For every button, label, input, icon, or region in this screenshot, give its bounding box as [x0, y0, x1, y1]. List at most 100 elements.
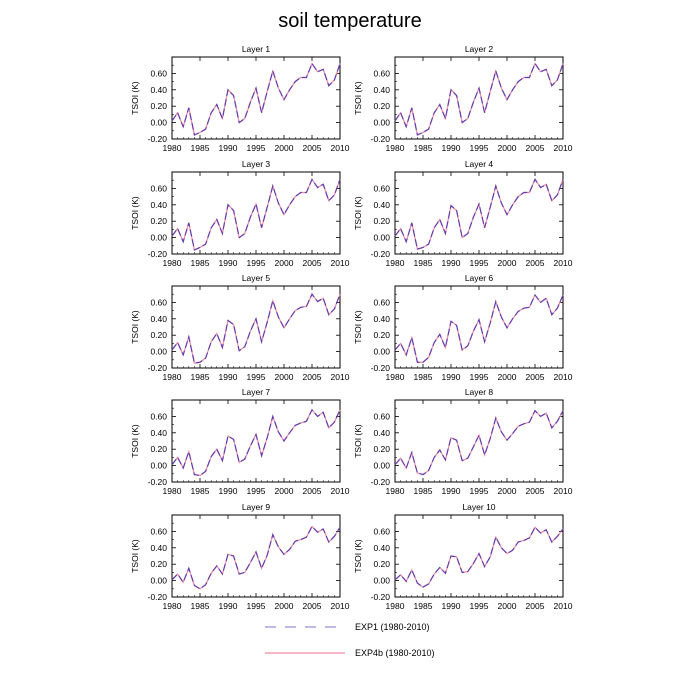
- panel-10-xtick-label: 1980: [386, 601, 405, 611]
- panel-4-title: Layer 4: [465, 159, 494, 169]
- panel-8-xtick-label: 2000: [498, 486, 517, 496]
- panel-2-xtick-label: 2000: [498, 143, 517, 153]
- panel-8-series-exp1: [394, 409, 564, 476]
- panel-1-xtick-label: 2005: [303, 143, 322, 153]
- panel-2: Layer 2 -0.20 0.00 0.20 0.40 0.60 1980 1985 1990…: [353, 44, 573, 153]
- panel-4-xtick-label: 1980: [386, 258, 405, 268]
- panel-3-xtick-label: 1990: [219, 258, 238, 268]
- panel-3-ytick-label: 0.20: [150, 216, 167, 226]
- panel-6-xtick-label: 1980: [386, 372, 405, 382]
- panel-10: Layer 10 -0.20 0.00 0.20 0.40 0.60 1980 1985 199…: [353, 502, 573, 611]
- panel-1-title: Layer 1: [242, 44, 271, 54]
- panel-3-xtick-label: 1985: [191, 258, 210, 268]
- panel-5-series-exp1: [171, 293, 341, 364]
- panel-7-series-exp4b: [171, 408, 341, 477]
- panel-9-xtick-label: 1980: [163, 601, 182, 611]
- panel-6: Layer 6 -0.20 0.00 0.20 0.40 0.60 1980 1985 1990…: [353, 273, 573, 382]
- panel-6-ytick-label: 0.00: [373, 347, 390, 357]
- panel-3-title: Layer 3: [242, 159, 271, 169]
- panel-3-series-exp1: [171, 178, 341, 251]
- panel-8-xtick-label: 2005: [526, 486, 545, 496]
- panel-1-ytick-label: 0.20: [150, 101, 167, 111]
- panel-2-xtick-label: 1980: [386, 143, 405, 153]
- panel-5-xtick-label: 2000: [275, 372, 294, 382]
- panel-6-xtick-label: 2005: [526, 372, 545, 382]
- panel-4-ytick-label: -0.20: [371, 249, 391, 259]
- panel-10-xtick-label: 2000: [498, 601, 517, 611]
- panel-9-title: Layer 9: [242, 502, 271, 512]
- panel-7-ytick-label: 0.60: [150, 411, 167, 421]
- panel-7-ytick-label: 0.40: [150, 428, 167, 438]
- panel-8-frame: [394, 399, 564, 483]
- panel-6-ytick-label: -0.20: [371, 363, 391, 373]
- panel-10-xtick-label: 1985: [414, 601, 433, 611]
- panel-5-xtick-label: 1985: [191, 372, 210, 382]
- panel-5-xtick-label: 1990: [219, 372, 238, 382]
- panel-5-ytick-label: 0.20: [150, 330, 167, 340]
- panel-5-xtick-label: 1995: [247, 372, 266, 382]
- panel-6-ytick-label: 0.20: [373, 330, 390, 340]
- panel-10-ytick-label: 0.00: [373, 576, 390, 586]
- panel-1-ylabel: TSOI (K): [130, 81, 140, 115]
- panel-7-title: Layer 7: [242, 387, 271, 397]
- panel-7-xtick-label: 1995: [247, 486, 266, 496]
- panel-2-xtick-label: 2005: [526, 143, 545, 153]
- panel-2-xtick-label: 1990: [442, 143, 461, 153]
- panel-8-xtick-label: 2010: [554, 486, 573, 496]
- panel-4-xtick-label: 2005: [526, 258, 545, 268]
- panel-6-title: Layer 6: [465, 273, 494, 283]
- panel-5-ytick-label: -0.20: [148, 363, 168, 373]
- legend-label-exp4b: EXP4b (1980-2010): [355, 648, 435, 658]
- panel-4-xtick-label: 1985: [414, 258, 433, 268]
- panel-4-xtick-label: 2000: [498, 258, 517, 268]
- panel-8-title: Layer 8: [465, 387, 494, 397]
- panel-3-xtick-label: 2005: [303, 258, 322, 268]
- panel-8-ytick-label: 0.00: [373, 461, 390, 471]
- panel-9-series-exp4b: [171, 525, 341, 590]
- panel-5-series-exp4b: [171, 293, 341, 364]
- panel-7-ytick-label: 0.00: [150, 461, 167, 471]
- panel-2-series-exp1: [394, 62, 564, 136]
- panel-6-xtick-label: 2010: [554, 372, 573, 382]
- panel-6-series-exp4b: [394, 293, 564, 363]
- panel-9-xtick-label: 1985: [191, 601, 210, 611]
- panels-grid: Layer 1 -0.20 0.00 0.20 0.40 0.60 1980 1985 1990…: [130, 44, 573, 611]
- legend-label-exp1: EXP1 (1980-2010): [355, 622, 430, 632]
- panel-10-xtick-label: 1990: [442, 601, 461, 611]
- figure-title: soil temperature: [278, 10, 421, 32]
- panel-5-ytick-label: 0.40: [150, 314, 167, 324]
- panel-10-series-exp1: [394, 526, 564, 588]
- panel-7-xtick-label: 2010: [331, 486, 350, 496]
- panel-3: Layer 3 -0.20 0.00 0.20 0.40 0.60 1980 1985 1990…: [130, 159, 350, 268]
- panel-1-xtick-label: 1990: [219, 143, 238, 153]
- panel-4-series-exp1: [394, 178, 564, 250]
- panel-9-xtick-label: 1995: [247, 601, 266, 611]
- panel-10-ytick-label: -0.20: [371, 592, 391, 602]
- panel-9-xtick-label: 2010: [331, 601, 350, 611]
- panel-4-xtick-label: 1990: [442, 258, 461, 268]
- panel-6-xtick-label: 1985: [414, 372, 433, 382]
- panel-1-ytick-label: 0.40: [150, 85, 167, 95]
- panel-6-xtick-label: 1995: [470, 372, 489, 382]
- panel-6-series-exp1: [394, 293, 564, 363]
- panel-4-ylabel: TSOI (K): [353, 196, 363, 230]
- panel-2-ytick-label: 0.20: [373, 101, 390, 111]
- panel-1-xtick-label: 2010: [331, 143, 350, 153]
- panel-6-xtick-label: 1990: [442, 372, 461, 382]
- panel-5-ytick-label: 0.60: [150, 297, 167, 307]
- panel-7-xtick-label: 2005: [303, 486, 322, 496]
- panel-5-xtick-label: 2010: [331, 372, 350, 382]
- panel-2-frame: [394, 56, 564, 140]
- panel-1-xtick-label: 1985: [191, 143, 210, 153]
- panel-8: Layer 8 -0.20 0.00 0.20 0.40 0.60 1980 1985 1990…: [353, 387, 573, 496]
- panel-7-ylabel: TSOI (K): [130, 424, 140, 458]
- panel-5-xtick-label: 2005: [303, 372, 322, 382]
- panel-10-ytick-label: 0.40: [373, 543, 390, 553]
- panel-10-xtick-label: 2010: [554, 601, 573, 611]
- panel-2-xtick-label: 1985: [414, 143, 433, 153]
- panel-7-xtick-label: 2000: [275, 486, 294, 496]
- panel-9-ytick-label: 0.40: [150, 543, 167, 553]
- panel-10-ytick-label: 0.20: [373, 559, 390, 569]
- panel-3-ylabel: TSOI (K): [130, 196, 140, 230]
